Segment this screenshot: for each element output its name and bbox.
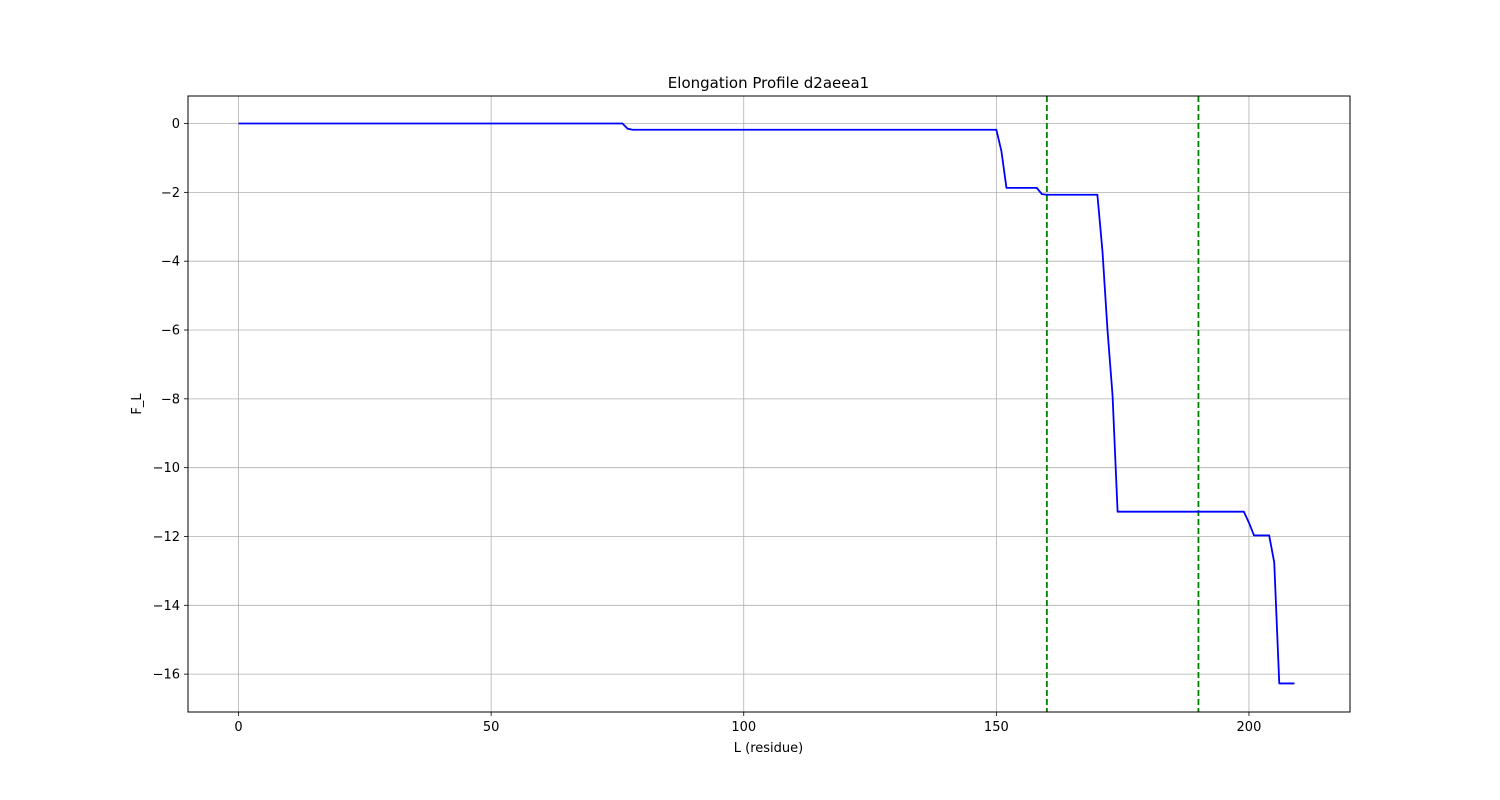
x-axis-ticks: 0 50 100 150 200 — [234, 712, 1261, 735]
x-tick-label: 100 — [731, 720, 756, 735]
y-tick-label: −16 — [153, 668, 180, 683]
reference-lines — [1045, 96, 1200, 712]
y-tick-label: −6 — [161, 324, 180, 339]
chart-title: Elongation Profile d2aeea1 — [668, 74, 869, 92]
y-axis-label: F_L — [130, 393, 145, 415]
x-tick-label: 0 — [234, 720, 242, 735]
data-series — [238, 122, 1295, 685]
y-axis-ticks: 0 −2 −4 −6 −8 −10 −12 −14 −16 — [153, 117, 188, 683]
x-tick-label: 200 — [1237, 720, 1262, 735]
y-tick-label: 0 — [172, 117, 180, 132]
y-tick-label: −10 — [153, 461, 180, 476]
y-tick-label: −12 — [153, 530, 180, 545]
y-tick-label: −8 — [161, 392, 180, 407]
plot-area — [188, 96, 1350, 712]
y-tick-label: −2 — [161, 186, 180, 201]
y-tick-label: −14 — [153, 599, 180, 614]
x-axis-label: L (residue) — [734, 741, 803, 756]
x-tick-label: 150 — [984, 720, 1009, 735]
x-tick-label: 50 — [483, 720, 500, 735]
series-line — [238, 122, 1295, 685]
plot-frame — [187, 95, 1351, 713]
grid-lines — [188, 96, 1350, 712]
y-tick-label: −4 — [161, 255, 180, 270]
